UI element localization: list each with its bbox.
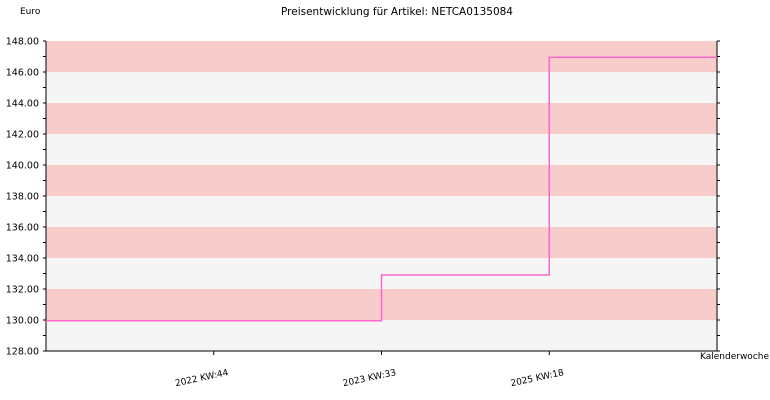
y-tick-label: 148.00: [6, 37, 39, 48]
y-tick-label: 136.00: [6, 223, 39, 234]
plot-band: [46, 134, 717, 165]
axes: [43, 40, 720, 355]
chart-title: Preisentwicklung für Artikel: NETCA01350…: [281, 6, 513, 18]
y-tick-label: 130.00: [6, 316, 39, 327]
y-tick-label: 138.00: [6, 192, 39, 203]
x-tick-label: 2022 KW:44: [174, 368, 229, 389]
y-tick-label: 128.00: [6, 347, 39, 358]
plot-band: [46, 103, 717, 134]
y-tick-label: 146.00: [6, 68, 39, 79]
y-tick-label: 144.00: [6, 99, 39, 110]
y-axis-label: Euro: [20, 7, 41, 17]
plot-band: [46, 320, 717, 351]
plot-band: [46, 196, 717, 227]
y-tick-label: 142.00: [6, 130, 39, 141]
x-tick-label: 2025 KW:18: [510, 368, 565, 389]
plot-band: [46, 227, 717, 258]
x-tick-labels: 2022 KW:44 2023 KW:33 2025 KW:18: [174, 368, 565, 389]
x-tick-label: 2023 KW:33: [342, 368, 397, 389]
plot-band: [46, 72, 717, 103]
y-tick-label: 132.00: [6, 285, 39, 296]
price-line: [46, 56, 717, 322]
x-axis-label: Kalenderwoche: [700, 352, 769, 362]
y-tick-label: 140.00: [6, 161, 39, 172]
plot-bands: [46, 41, 717, 351]
plot-band: [46, 165, 717, 196]
y-tick-labels: 128.00 130.00 132.00 134.00 136.00 138.00 140.…: [6, 37, 39, 358]
plot-band: [46, 41, 717, 72]
y-tick-label: 134.00: [6, 254, 39, 265]
